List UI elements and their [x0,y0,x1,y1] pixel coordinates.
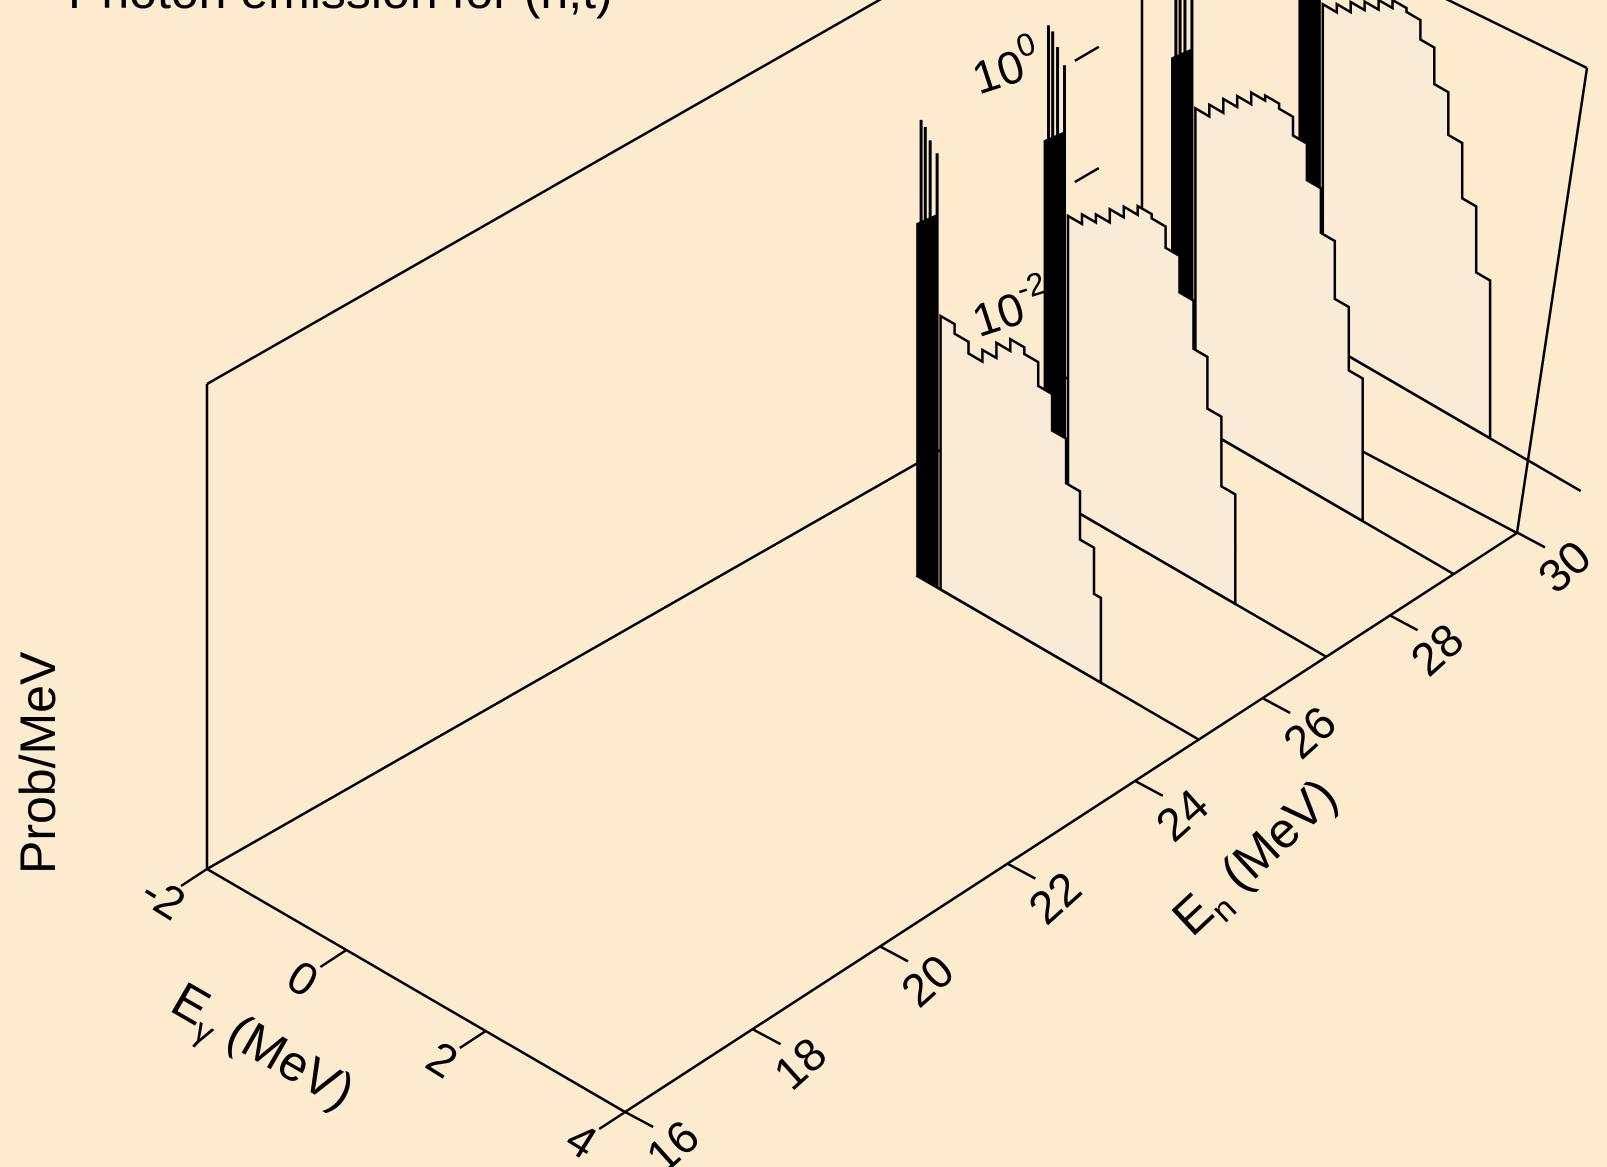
chart-title: Photon emission for (n,t) [68,0,613,19]
back-wall-top-edge [206,0,882,386]
spectrum-slice [915,119,1200,741]
en-tick-mark [1261,696,1291,715]
en-tick-label: 26 [1273,696,1346,769]
en-tick-label: 16 [636,1110,709,1167]
z-tick-mark [1074,167,1100,184]
z-tick-label: 10-2 [963,264,1058,347]
en-axis-line [624,531,1518,1114]
en-tick-mark [1006,862,1036,880]
en-tick-label: 18 [763,1027,836,1100]
en-tick-mark [1516,531,1546,549]
egamma-tick-label: 0 [278,950,327,1008]
continuum-spectrum [1321,0,1492,441]
spectrum-slice [1170,0,1454,575]
continuum-spectrum [1194,90,1364,524]
en-tick-mark [1389,614,1419,632]
egamma-tick-label: 4 [557,1112,606,1167]
right-wall-near-vertical [1515,67,1589,534]
en-tick-label: 30 [1528,530,1601,603]
z-axis-title: Prob/MeV [10,651,66,874]
en-tick-mark [752,1028,782,1046]
axis-titles: Prob/MeV Eγ (MeV) En (MeV) [10,651,1348,1127]
en-tick-mark [624,1110,654,1129]
egamma-tick-mark [598,1110,626,1131]
discrete-line-cluster [916,214,938,588]
egamma-tick-mark [459,1029,487,1050]
en-tick-label: 20 [891,944,964,1017]
en-tick-mark [1134,779,1164,797]
z-tick-label: 100 [963,25,1047,104]
egamma-tick-label: -2 [132,865,194,931]
continuum-spectrum [1066,203,1237,607]
right-wall-top-edge [1445,0,1588,70]
en-tick-label: 22 [1018,861,1091,934]
egamma-axis-title: Eγ (MeV) [158,971,364,1127]
z-tick-mark [1074,45,1100,62]
egamma-tick-mark [180,867,208,888]
egamma-tick-label: 2 [418,1031,467,1089]
en-tick-label: 28 [1400,613,1473,686]
slice-baseline [915,574,1200,741]
egamma-axis-line [206,867,626,1114]
en-tick-mark [879,945,909,963]
en-tick-label: 24 [1146,778,1219,851]
egamma-axis-title-unit: (MeV) [206,996,364,1119]
spectra-series [915,0,1582,741]
egamma-tick-mark [319,948,348,969]
en-axis-title-unit: (MeV) [1200,767,1348,910]
slice-baseline [1042,491,1327,658]
continuum-spectrum [939,313,1103,685]
